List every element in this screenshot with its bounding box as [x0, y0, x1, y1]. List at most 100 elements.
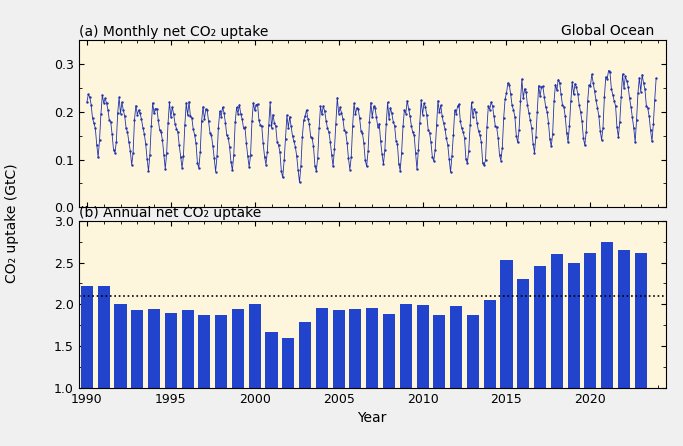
Point: [389, 122, 400, 129]
Point: [184, 98, 195, 105]
Point: [108, 146, 119, 153]
Bar: [266, 332, 277, 388]
Point: [472, 120, 483, 127]
Point: [361, 163, 372, 170]
Point: [122, 128, 133, 136]
Point: [253, 117, 264, 124]
Point: [469, 106, 479, 113]
Point: [526, 124, 537, 132]
Point: [244, 163, 255, 170]
Point: [516, 75, 527, 83]
Point: [371, 114, 382, 121]
Bar: [350, 310, 361, 388]
Point: [576, 118, 587, 125]
Point: [234, 101, 245, 108]
Point: [459, 135, 470, 142]
Point: [454, 101, 464, 108]
Point: [209, 154, 220, 161]
Point: [370, 104, 380, 112]
Point: [423, 126, 434, 133]
Point: [307, 134, 318, 141]
Point: [157, 137, 168, 144]
Point: [620, 73, 631, 80]
Point: [245, 152, 256, 159]
Point: [508, 107, 519, 114]
Point: [182, 112, 193, 119]
Bar: [585, 252, 596, 388]
Point: [100, 95, 111, 102]
Point: [201, 107, 212, 114]
Point: [296, 162, 307, 169]
Point: [257, 140, 268, 147]
Point: [564, 123, 575, 130]
Text: (b) Annual net CO₂ uptake: (b) Annual net CO₂ uptake: [79, 206, 261, 219]
Point: [566, 98, 576, 105]
Point: [124, 139, 135, 146]
Point: [331, 120, 342, 128]
Point: [420, 103, 431, 110]
Point: [543, 119, 554, 126]
Point: [319, 107, 330, 115]
Point: [236, 111, 247, 118]
Bar: [182, 310, 194, 388]
Point: [498, 114, 509, 121]
Point: [266, 124, 277, 132]
Bar: [333, 310, 345, 388]
Point: [241, 140, 252, 147]
Point: [527, 140, 538, 147]
Point: [398, 123, 408, 130]
Point: [399, 107, 410, 114]
Point: [589, 88, 600, 95]
Point: [384, 115, 395, 122]
Point: [579, 142, 590, 149]
Point: [637, 71, 647, 78]
Point: [504, 81, 515, 88]
Point: [324, 128, 335, 136]
Point: [225, 159, 236, 166]
Point: [196, 117, 207, 124]
Point: [395, 167, 406, 174]
Point: [515, 98, 526, 105]
Point: [346, 153, 357, 161]
Point: [83, 91, 94, 98]
Point: [294, 179, 305, 186]
Point: [242, 153, 253, 160]
Point: [568, 91, 579, 98]
Text: Global Ocean: Global Ocean: [561, 25, 654, 38]
Point: [360, 157, 371, 164]
Point: [475, 132, 486, 139]
Point: [328, 163, 339, 170]
Point: [627, 114, 638, 121]
Point: [140, 140, 151, 148]
Point: [280, 135, 291, 142]
Point: [404, 112, 415, 120]
Point: [348, 100, 359, 107]
Point: [624, 95, 635, 102]
Point: [93, 153, 104, 161]
Point: [476, 139, 487, 146]
Point: [292, 167, 303, 174]
Point: [477, 160, 488, 167]
Point: [432, 97, 443, 104]
Point: [396, 149, 407, 156]
Point: [610, 102, 621, 109]
Point: [189, 131, 200, 138]
Point: [171, 125, 182, 132]
Point: [223, 134, 234, 141]
Point: [483, 103, 494, 110]
Point: [518, 95, 529, 102]
Point: [581, 128, 591, 135]
Point: [354, 115, 365, 122]
Point: [466, 99, 477, 106]
Point: [206, 132, 217, 139]
Point: [503, 79, 514, 87]
Point: [456, 125, 467, 132]
Point: [544, 136, 555, 143]
Point: [588, 79, 599, 87]
Point: [356, 128, 367, 135]
Point: [263, 122, 274, 129]
Point: [325, 138, 336, 145]
Point: [163, 120, 173, 127]
Point: [113, 94, 124, 101]
Point: [406, 123, 417, 130]
